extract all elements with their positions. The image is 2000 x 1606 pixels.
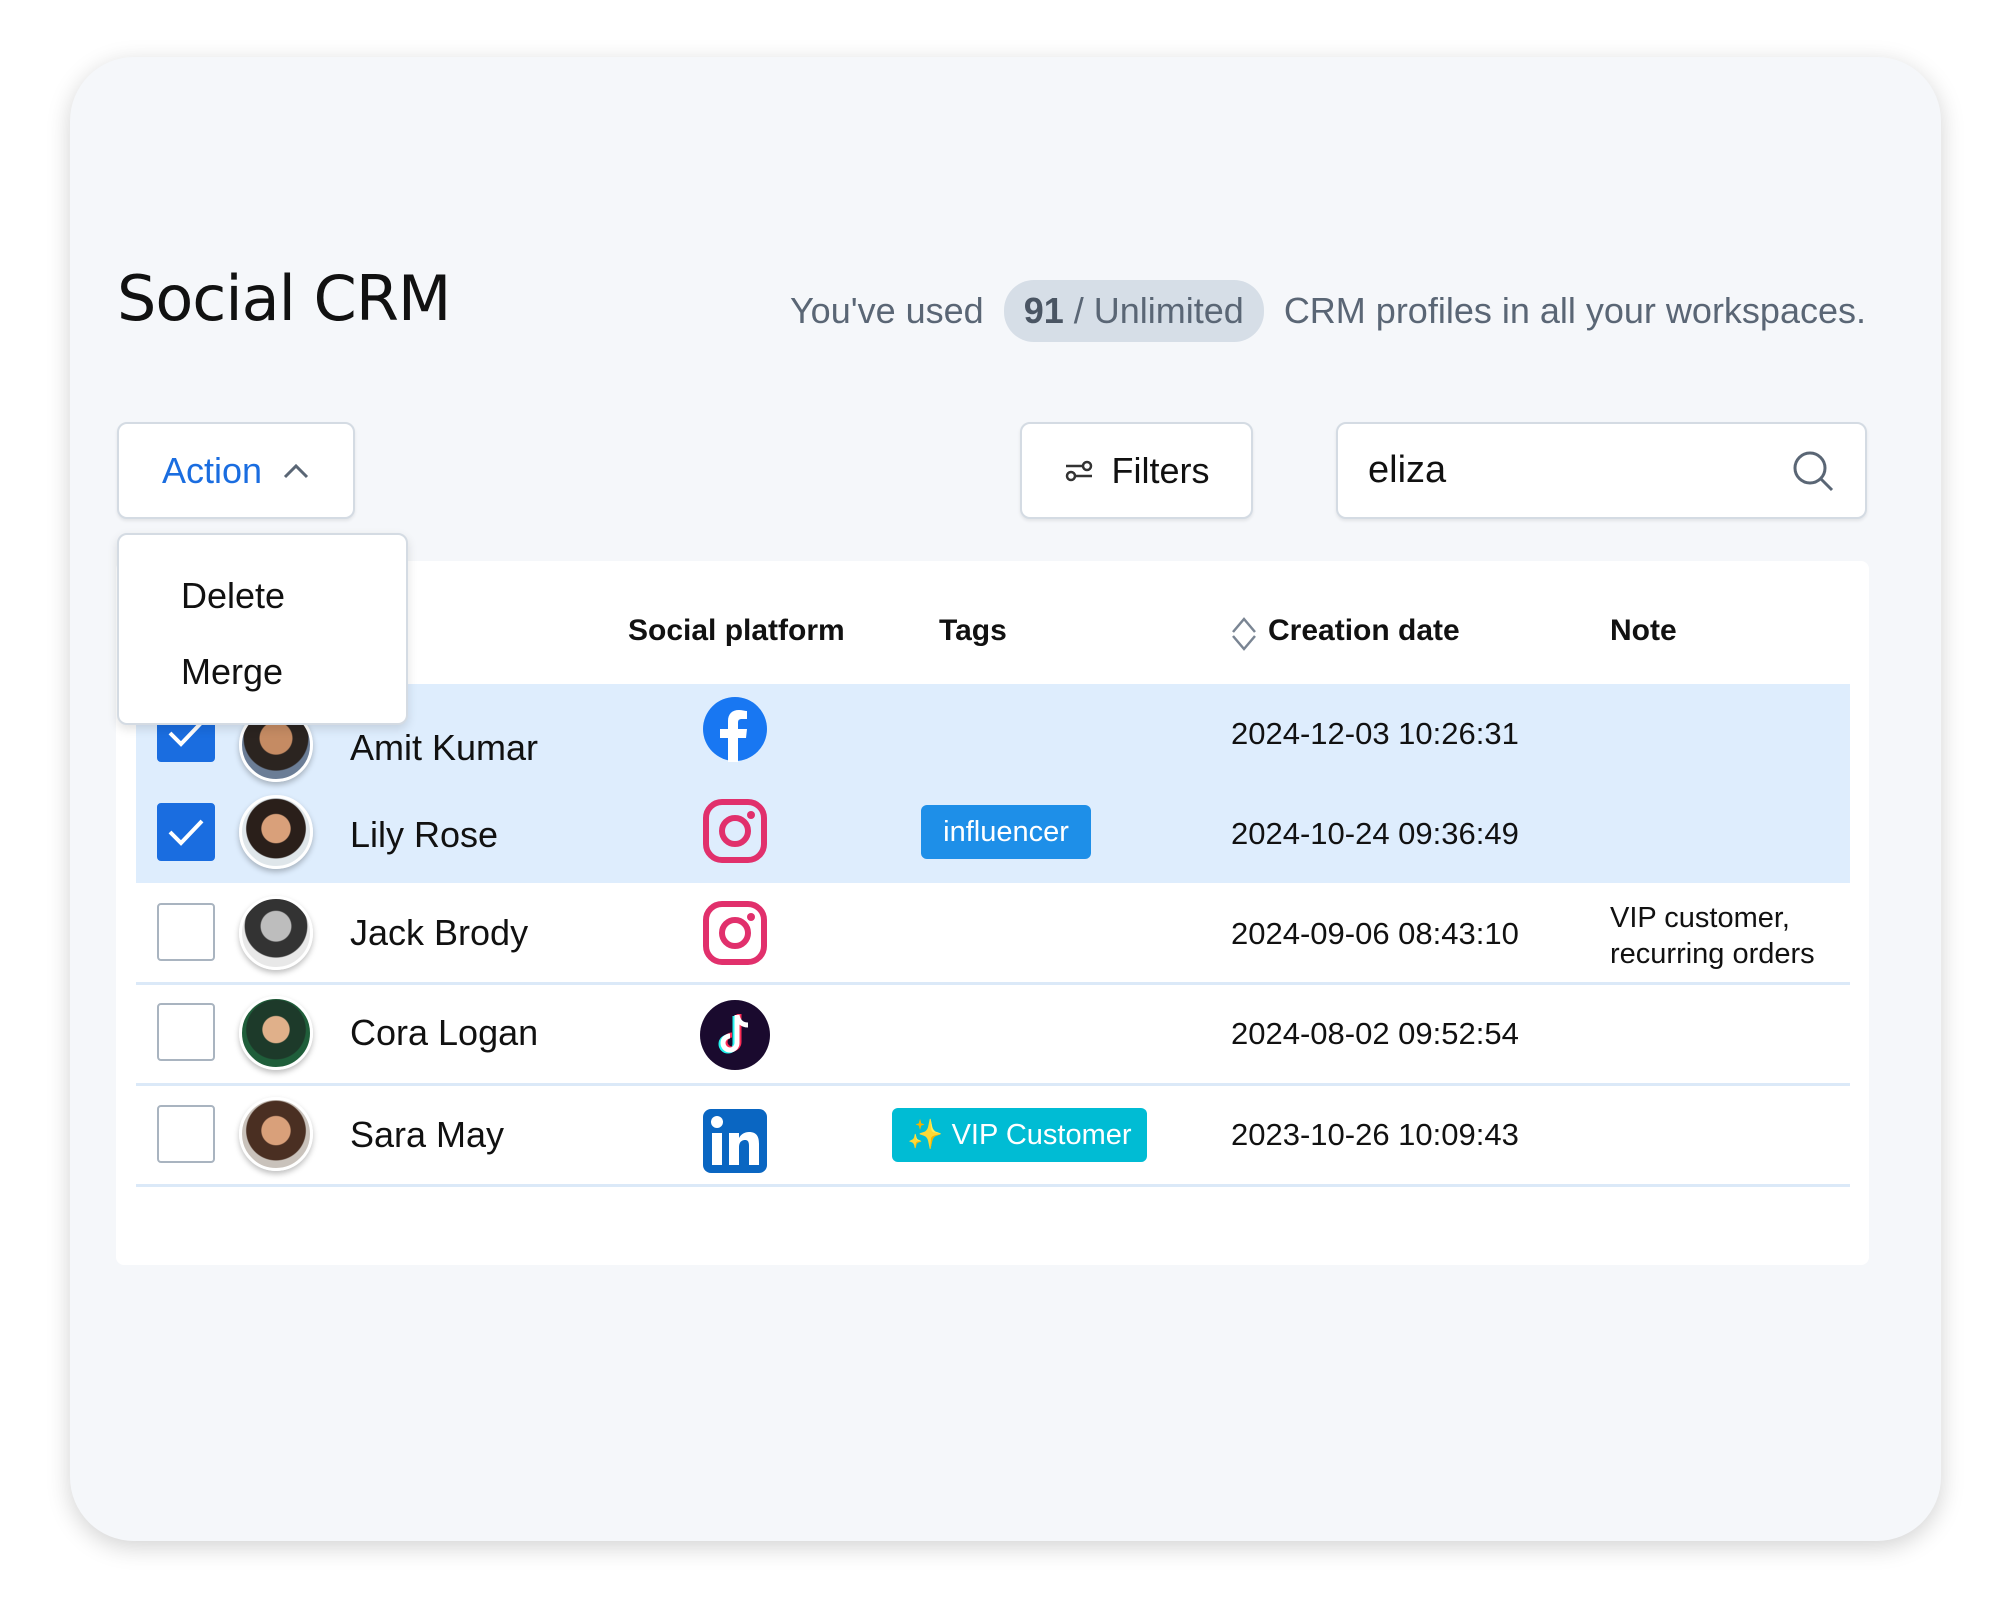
contact-name[interactable]: Jack Brody xyxy=(350,912,529,953)
search-value: eliza xyxy=(1368,449,1447,491)
column-header-creation-date[interactable]: Creation date xyxy=(1268,614,1460,647)
tiktok-icon xyxy=(700,1000,770,1070)
instagram-icon xyxy=(703,901,767,965)
filter-sliders-icon xyxy=(1065,460,1092,481)
search-input[interactable]: eliza xyxy=(1336,422,1867,519)
sort-icon[interactable] xyxy=(1229,614,1259,654)
row-divider xyxy=(136,982,1850,985)
creation-date: 2024-09-06 08:43:10 xyxy=(1231,916,1519,951)
usage-prefix: You've used xyxy=(789,290,984,331)
menu-item-merge[interactable]: Merge xyxy=(181,651,284,692)
row-checkbox[interactable] xyxy=(157,1105,215,1163)
column-header-note: Note xyxy=(1610,614,1677,647)
menu-item-delete[interactable]: Delete xyxy=(181,575,286,616)
action-label: Action xyxy=(161,449,263,491)
avatar xyxy=(239,795,313,869)
facebook-icon xyxy=(703,697,767,762)
filters-label: Filters xyxy=(1111,449,1210,491)
row-checkbox[interactable] xyxy=(157,803,215,861)
usage-limit: / Unlimited xyxy=(1073,290,1244,331)
contact-name[interactable]: Cora Logan xyxy=(350,1012,539,1053)
contact-name[interactable]: Sara May xyxy=(350,1114,505,1155)
creation-date: 2023-10-26 10:09:43 xyxy=(1231,1117,1519,1152)
avatar xyxy=(239,996,313,1070)
note-text: VIP customer, recurring orders xyxy=(1610,900,1815,972)
usage-suffix: CRM profiles in all your workspaces. xyxy=(1283,290,1866,331)
note-line: VIP customer, xyxy=(1610,902,1790,934)
usage-count: 91 xyxy=(1023,290,1064,331)
creation-date: 2024-10-24 09:36:49 xyxy=(1231,816,1519,851)
filters-button[interactable]: Filters xyxy=(1020,422,1253,519)
search-icon[interactable] xyxy=(1791,449,1835,493)
row-checkbox[interactable] xyxy=(157,1003,215,1061)
checkmark-icon xyxy=(168,720,204,747)
action-button[interactable]: Action xyxy=(117,422,355,519)
chevron-up-icon xyxy=(283,463,309,478)
checkmark-icon xyxy=(168,819,204,846)
row-divider xyxy=(136,1184,1850,1187)
column-header-tags: Tags xyxy=(939,614,1007,647)
contact-name[interactable]: Lily Rose xyxy=(350,814,499,855)
avatar xyxy=(239,1097,313,1171)
row-divider xyxy=(136,1083,1850,1086)
creation-date: 2024-08-02 09:52:54 xyxy=(1231,1016,1519,1051)
instagram-icon xyxy=(703,799,767,863)
contact-name[interactable]: Amit Kumar xyxy=(350,727,539,768)
row-checkbox[interactable] xyxy=(157,903,215,961)
linkedin-icon xyxy=(703,1109,767,1173)
tag-badge[interactable]: influencer xyxy=(921,805,1091,859)
action-dropdown-menu: Delete Merge xyxy=(117,533,408,725)
page-title: Social CRM xyxy=(117,262,451,335)
creation-date: 2024-12-03 10:26:31 xyxy=(1231,716,1519,751)
note-line: recurring orders xyxy=(1610,938,1815,970)
usage-summary: You've used 91 / Unlimited CRM profiles … xyxy=(790,280,1866,342)
avatar xyxy=(239,896,313,970)
tag-badge[interactable]: ✨ VIP Customer xyxy=(892,1108,1147,1162)
column-header-social-platform: Social platform xyxy=(628,614,845,647)
usage-badge: 91 / Unlimited xyxy=(1003,280,1264,342)
